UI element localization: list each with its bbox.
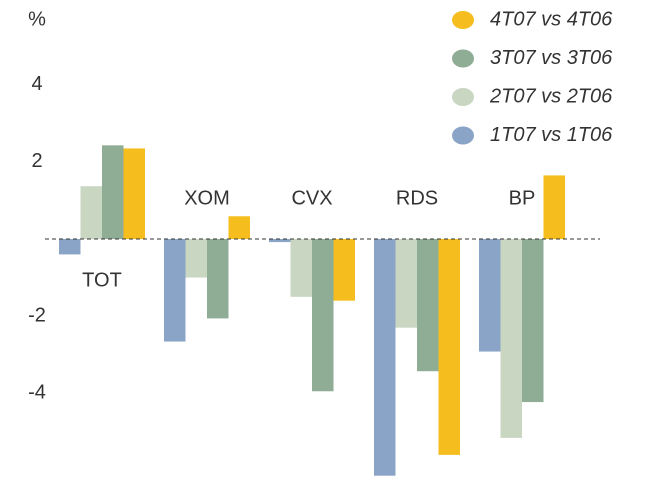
bar — [228, 216, 250, 239]
y-tick-label: -2 — [28, 304, 46, 326]
category-label: BP — [509, 187, 536, 209]
category-label: XOM — [184, 187, 230, 209]
category-label: CVX — [291, 187, 332, 209]
bar — [374, 239, 396, 476]
y-axis-label: % — [28, 8, 46, 30]
bar — [417, 239, 439, 372]
bar — [80, 186, 102, 239]
y-tick-label: -4 — [28, 381, 46, 403]
bar — [102, 145, 124, 239]
legend-label: 3T07 vs 3T06 — [490, 47, 613, 69]
legend-swatch — [452, 88, 474, 106]
legend-label: 2T07 vs 2T06 — [489, 85, 613, 107]
bar — [269, 239, 291, 243]
bar — [207, 239, 229, 319]
legend-swatch — [452, 11, 474, 29]
bar — [500, 239, 522, 438]
bar — [312, 239, 334, 392]
legend-label: 1T07 vs 1T06 — [490, 124, 613, 146]
category-label: RDS — [396, 187, 438, 209]
legend-swatch — [452, 126, 474, 145]
bar — [333, 239, 355, 301]
legend-label: 4T07 vs 4T06 — [490, 8, 613, 30]
bar — [59, 239, 81, 255]
y-tick-label: 4 — [31, 73, 42, 95]
bar — [164, 239, 186, 342]
y-tick-label: 2 — [31, 150, 42, 172]
bar — [123, 148, 145, 239]
category-label: TOT — [82, 269, 122, 291]
bar — [290, 239, 312, 297]
legend-swatch — [452, 49, 474, 68]
bar — [438, 239, 460, 455]
bar — [543, 175, 565, 239]
bar — [522, 239, 544, 403]
bar — [395, 239, 417, 328]
bar — [185, 239, 207, 278]
bar — [479, 239, 501, 352]
